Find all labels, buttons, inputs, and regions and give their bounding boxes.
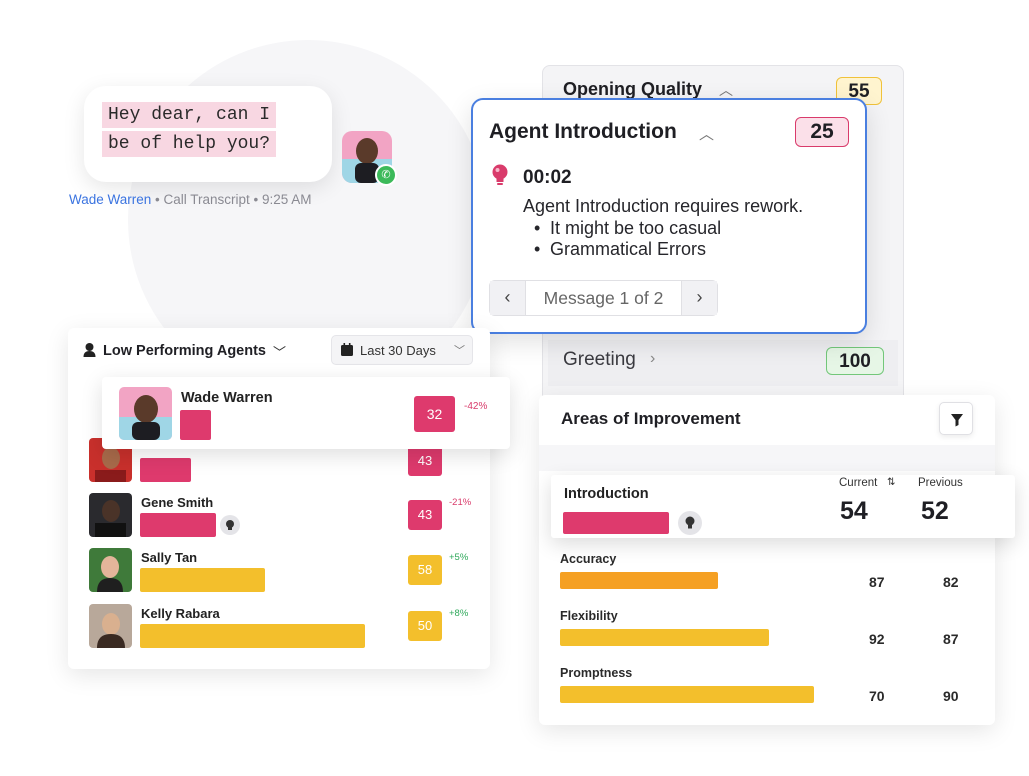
introduction-bar: [563, 512, 669, 534]
agent-name[interactable]: Gene Smith: [141, 495, 214, 510]
metric-bar: [560, 629, 769, 646]
agent-score-value: 32: [414, 396, 455, 432]
metric-bar: [560, 572, 718, 589]
agent-delta: +5%: [449, 552, 469, 563]
agent-delta: +8%: [449, 608, 469, 619]
chevron-right-icon[interactable]: ›: [650, 350, 656, 367]
metric-previous: 87: [943, 631, 959, 647]
agent-name[interactable]: Kelly Rabara: [141, 606, 220, 621]
chevron-down-icon[interactable]: ﹀: [273, 345, 287, 360]
greeting-score: 100: [826, 347, 884, 375]
feedback-message: Agent Introduction requires rework.: [523, 196, 804, 216]
agent-score-bar: [180, 410, 211, 440]
feedback-list: It might be too casual Grammatical Error…: [534, 218, 721, 260]
introduction-label: Introduction: [564, 486, 649, 502]
chevron-down-icon[interactable]: ﹀: [454, 345, 465, 357]
next-message-button[interactable]: ›: [682, 281, 717, 315]
chat-line: Hey dear, can I: [102, 102, 277, 128]
agent-score-value: 50: [408, 611, 442, 641]
sender-name-link[interactable]: Wade Warren: [69, 192, 152, 207]
lightbulb-icon[interactable]: [678, 511, 702, 535]
metric-label: Accuracy: [560, 552, 617, 566]
metric-current: 92: [869, 631, 885, 647]
agent-score-bar: [140, 513, 216, 537]
agent-introduction-title[interactable]: Agent Introduction: [489, 120, 677, 143]
avatar[interactable]: [89, 493, 132, 537]
message-pager: ‹ Message 1 of 2 ›: [489, 280, 718, 316]
metric-previous: 90: [943, 688, 959, 704]
agent-delta: -21%: [449, 497, 472, 508]
agent-score-value: 43: [408, 446, 442, 476]
date-range-select[interactable]: [331, 335, 473, 365]
divider: [539, 445, 995, 471]
filter-button[interactable]: [939, 402, 973, 435]
phone-icon: ✆: [375, 164, 397, 186]
opening-quality-title[interactable]: Opening Quality: [563, 79, 703, 99]
sort-icon[interactable]: ⇅: [887, 477, 896, 488]
agent-score-bar: [140, 458, 191, 482]
metric-previous: 82: [943, 574, 959, 590]
greeting-label: Greeting: [563, 349, 636, 370]
low-performing-agents-title[interactable]: Low Performing Agents: [103, 343, 266, 359]
agent-score-value: 58: [408, 555, 442, 585]
agent-name[interactable]: Wade Warren: [181, 390, 273, 406]
agent-headset-icon: [82, 342, 97, 357]
feedback-item: It might be too casual: [534, 218, 721, 239]
agent-score-bar: [140, 568, 265, 592]
timestamp: 00:02: [523, 167, 572, 188]
avatar[interactable]: [89, 548, 132, 592]
chat-line: be of help you?: [102, 131, 277, 157]
lightbulb-icon: [490, 163, 510, 189]
chevron-up-icon[interactable]: ︿: [719, 82, 733, 98]
agent-introduction-score: 25: [795, 117, 849, 147]
calendar-icon: [341, 343, 353, 356]
avatar[interactable]: [89, 604, 132, 648]
metric-label: Flexibility: [560, 609, 618, 623]
metric-bar: [560, 686, 814, 703]
current-column-header[interactable]: Current: [839, 477, 878, 489]
prev-message-button[interactable]: ‹: [490, 281, 525, 315]
introduction-previous: 52: [921, 497, 949, 525]
agent-score-bar: [140, 624, 365, 648]
lightbulb-icon[interactable]: [220, 515, 240, 535]
chat-caption: Wade Warren • Call Transcript • 9:25 AM: [69, 192, 312, 207]
metric-label: Promptness: [560, 666, 633, 680]
metric-current: 70: [869, 688, 885, 704]
pager-label: Message 1 of 2: [525, 281, 682, 315]
chat-bubble: Hey dear, can I be of help you?: [84, 86, 332, 182]
metric-current: 87: [869, 574, 885, 590]
previous-column-header: Previous: [918, 477, 963, 489]
feedback-item: Grammatical Errors: [534, 239, 721, 260]
chat-meta: • Call Transcript • 9:25 AM: [151, 192, 312, 207]
filter-icon: [951, 414, 963, 427]
introduction-current: 54: [840, 497, 868, 525]
avatar[interactable]: [119, 387, 172, 440]
agent-score-value: 43: [408, 500, 442, 530]
date-range-label: Last 30 Days: [360, 343, 436, 358]
areas-of-improvement-title: Areas of Improvement: [561, 409, 741, 428]
agent-name[interactable]: Sally Tan: [141, 550, 198, 565]
chevron-up-icon[interactable]: ︿: [699, 126, 715, 143]
agent-delta: -42%: [464, 401, 488, 412]
